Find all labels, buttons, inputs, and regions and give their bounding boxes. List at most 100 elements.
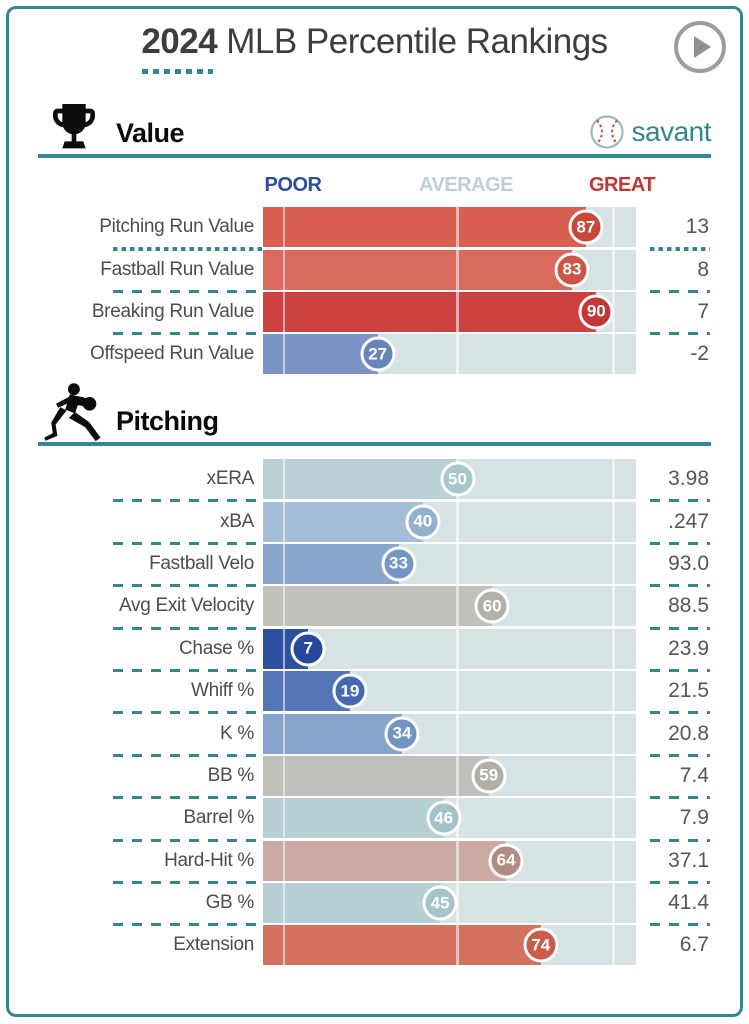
bar-fill (263, 755, 489, 796)
stat-row[interactable]: Offspeed Run Value 27 -2 (0, 333, 749, 375)
percentile-circle[interactable]: 7 (290, 631, 326, 667)
scale-average-label: AVERAGE (419, 174, 513, 196)
gridline-average (456, 543, 459, 584)
gridline-poor (282, 840, 285, 881)
pitching-rows: xERA 50 3.98 xBA 40 .247 Fastball Velo (0, 458, 749, 967)
percentile-circle[interactable]: 19 (332, 673, 368, 709)
percentile-circle[interactable]: 74 (523, 927, 559, 963)
gridline-poor (282, 713, 285, 754)
gridline-great (612, 628, 615, 669)
percentile-bar: 83 (263, 249, 636, 290)
gridline-poor (282, 291, 285, 332)
percentile-bar: 7 (263, 628, 636, 669)
percentile-circle[interactable]: 87 (568, 209, 604, 245)
gridline-great (612, 207, 615, 248)
gridline-average (456, 840, 459, 881)
gridline-average (456, 671, 459, 712)
gridline-average (456, 713, 459, 754)
percentile-circle[interactable]: 83 (554, 252, 590, 288)
row-separator-left (113, 246, 263, 251)
gridline-great (612, 459, 615, 500)
stat-label: GB % (205, 892, 255, 914)
percentile-bar: 90 (263, 291, 636, 332)
percentile-circle[interactable]: 60 (474, 588, 510, 624)
section-header-value: Value savant (0, 88, 749, 164)
stat-row[interactable]: xERA 50 3.98 (0, 458, 749, 503)
stat-row[interactable]: K % 34 20.8 (0, 712, 749, 757)
section-header-pitching: Pitching (0, 376, 749, 452)
row-separator-right (650, 668, 710, 672)
gridline-great (612, 501, 615, 542)
stat-value: 13 (685, 215, 709, 239)
row-separator-right (650, 332, 710, 336)
stat-row[interactable]: GB % 45 41.4 (0, 882, 749, 927)
brand-name: savant (631, 116, 712, 147)
percentile-circle[interactable]: 50 (440, 461, 475, 497)
row-separator-left (113, 584, 263, 588)
stat-label: Avg Exit Velocity (118, 595, 254, 617)
stat-row[interactable]: Fastball Run Value 83 8 (0, 248, 749, 293)
row-separator-left (113, 923, 263, 927)
percentile-circle[interactable]: 90 (578, 294, 614, 330)
stat-row[interactable]: Whiff % 19 21.5 (0, 670, 749, 715)
percentile-bar: 27 (263, 334, 636, 375)
gridline-poor (282, 334, 285, 375)
stat-label: Fastball Run Value (100, 258, 254, 280)
percentile-circle[interactable]: 59 (471, 758, 507, 794)
percentile-circle[interactable]: 46 (426, 800, 462, 836)
row-separator-right (650, 584, 710, 588)
percentile-bar: 40 (263, 501, 636, 542)
card-border (6, 6, 743, 1017)
row-separator-left (113, 332, 263, 336)
bar-fill (263, 586, 493, 627)
percentile-bar: 33 (263, 543, 636, 584)
percentile-circle[interactable]: 64 (488, 843, 524, 879)
title-text: MLB Percentile Rankings (226, 22, 608, 61)
percentile-circle[interactable]: 34 (384, 716, 420, 752)
stat-row[interactable]: Breaking Run Value 90 7 (0, 291, 749, 336)
row-separator-left (113, 541, 263, 545)
stat-row[interactable]: Avg Exit Velocity 60 88.5 (0, 585, 749, 630)
percentile-bar: 74 (263, 925, 636, 966)
percentile-circle[interactable]: 40 (405, 504, 441, 540)
scale-great: GREAT (588, 174, 656, 224)
stat-row[interactable]: xBA 40 .247 (0, 500, 749, 545)
gridline-average (456, 628, 459, 669)
gridline-great (612, 883, 615, 924)
row-separator-right (650, 711, 710, 715)
stat-row[interactable]: Chase % 7 23.9 (0, 628, 749, 672)
gridline-poor (282, 543, 285, 584)
row-separator-left (113, 838, 263, 842)
page-title: 2024 MLB Percentile Rankings (0, 22, 749, 74)
row-separator-left (113, 711, 263, 715)
percentile-circle[interactable]: 45 (422, 885, 458, 921)
stat-row[interactable]: Fastball Velo 33 93.0 (0, 543, 749, 588)
play-icon (694, 36, 711, 58)
stat-row[interactable]: BB % 59 7.4 (0, 755, 749, 800)
bar-fill (263, 501, 423, 542)
row-separator-left (113, 626, 263, 630)
scale-poor: POOR (265, 174, 322, 224)
gridline-poor (282, 883, 285, 924)
baseball-icon (589, 115, 624, 149)
percentile-circle[interactable]: 33 (381, 546, 416, 582)
stat-value: 20.8 (668, 721, 709, 745)
play-button[interactable] (674, 21, 726, 73)
savant-brand[interactable]: savant (589, 114, 712, 150)
bar-fill (263, 925, 541, 966)
stat-row[interactable]: Extension 74 6.7 (0, 924, 749, 966)
row-separator-left (113, 289, 263, 293)
percentile-bar: 19 (263, 671, 636, 712)
value-rows: Pitching Run Value 87 13 Fastball Run Va… (0, 206, 749, 376)
stat-row[interactable]: Pitching Run Value 87 13 (0, 206, 749, 251)
stat-row[interactable]: Hard-Hit % 64 37.1 (0, 840, 749, 884)
bar-fill (263, 249, 572, 290)
stat-label: xBA (220, 510, 254, 532)
season-year: 2024 (141, 22, 218, 61)
row-separator-right (650, 923, 710, 927)
scale-great-label: GREAT (588, 174, 656, 196)
percentile-circle[interactable]: 27 (360, 336, 396, 372)
row-separator-left (113, 796, 263, 800)
stat-row[interactable]: Barrel % 46 7.9 (0, 797, 749, 842)
